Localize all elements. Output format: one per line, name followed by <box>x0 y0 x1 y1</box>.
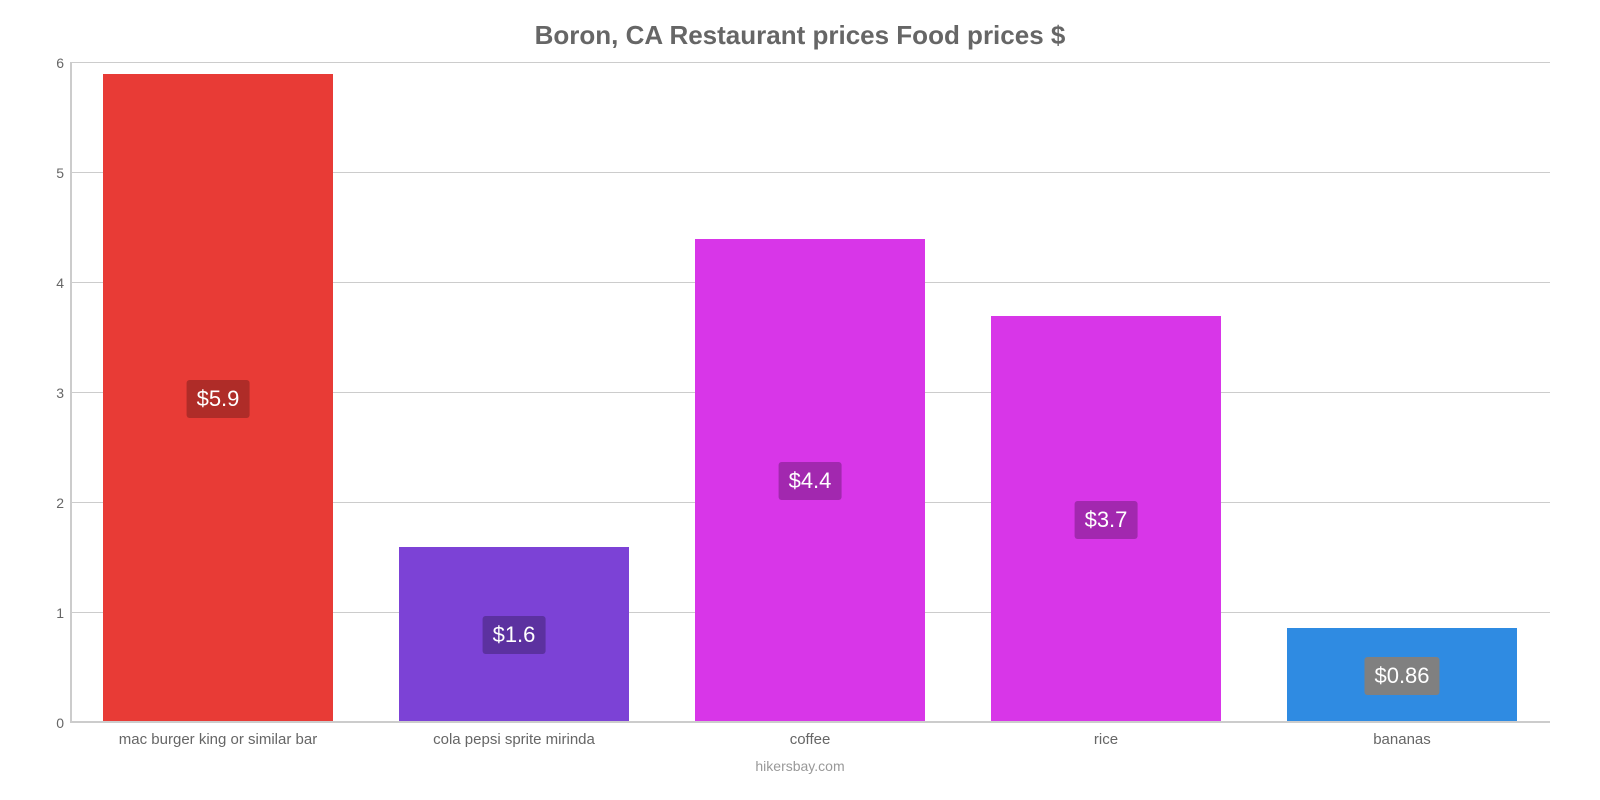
bar-slot: $0.86 <box>1254 63 1550 723</box>
x-axis-label: cola pepsi sprite mirinda <box>366 731 662 748</box>
bar-value-label: $5.9 <box>187 380 250 418</box>
bar: $1.6 <box>399 547 630 723</box>
bars-container: $5.9 $1.6 $4.4 $3.7 $0.86 <box>70 63 1550 723</box>
bar-slot: $1.6 <box>366 63 662 723</box>
x-axis-label: coffee <box>662 731 958 748</box>
y-tick: 6 <box>56 55 64 71</box>
x-axis-labels: mac burger king or similar barcola pepsi… <box>70 731 1550 748</box>
bar: $4.4 <box>695 239 926 723</box>
y-tick: 1 <box>56 605 64 621</box>
chart-title: Boron, CA Restaurant prices Food prices … <box>40 20 1560 51</box>
y-tick: 2 <box>56 495 64 511</box>
bar-slot: $3.7 <box>958 63 1254 723</box>
x-axis-label: bananas <box>1254 731 1550 748</box>
bar: $0.86 <box>1287 628 1518 723</box>
y-axis: 0123456 <box>40 63 70 723</box>
bar-value-label: $1.6 <box>483 616 546 654</box>
plot-area: 0123456 $5.9$1.6$4.4$3.7$0.86 <box>70 63 1550 723</box>
bar-value-label: $3.7 <box>1075 501 1138 539</box>
bar-slot: $4.4 <box>662 63 958 723</box>
price-chart: Boron, CA Restaurant prices Food prices … <box>0 0 1600 800</box>
bar-slot: $5.9 <box>70 63 366 723</box>
bar: $3.7 <box>991 316 1222 723</box>
y-tick: 4 <box>56 275 64 291</box>
bar-value-label: $4.4 <box>779 462 842 500</box>
y-tick: 3 <box>56 385 64 401</box>
x-axis-label: mac burger king or similar bar <box>70 731 366 748</box>
bar-value-label: $0.86 <box>1364 657 1439 695</box>
y-tick: 5 <box>56 165 64 181</box>
bar: $5.9 <box>103 74 334 723</box>
chart-footer: hikersbay.com <box>40 758 1560 774</box>
y-tick: 0 <box>56 715 64 731</box>
x-axis-line <box>70 721 1550 723</box>
x-axis-label: rice <box>958 731 1254 748</box>
